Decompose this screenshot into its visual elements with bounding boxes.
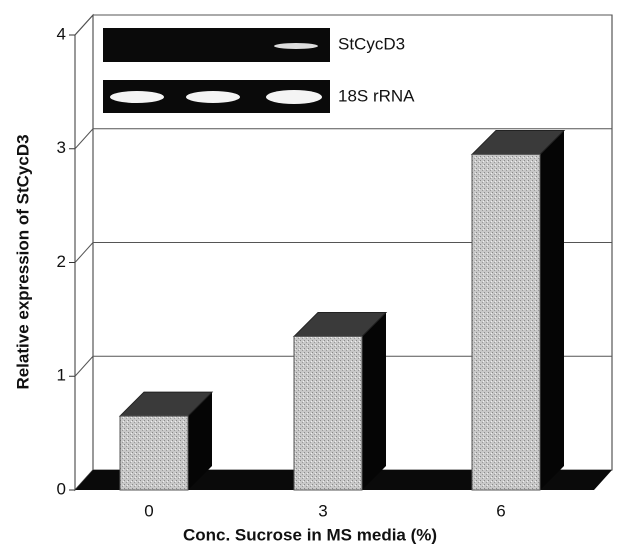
chart: StCycD3 18S rRNA Conc. Sucrose in MS med… (0, 0, 619, 546)
x-tick-label: 0 (144, 501, 153, 520)
gel-band (186, 91, 240, 103)
bar (120, 392, 212, 490)
inset-label: StCycD3 (338, 34, 405, 53)
x-axis-title: Conc. Sucrose in MS media (%) (183, 525, 437, 544)
gel-inset: StCycD3 18S rRNA (97, 19, 608, 123)
y-axis-title: Relative expression of StCycD3 (13, 134, 32, 389)
y-tick-label: 2 (57, 252, 66, 271)
bar (294, 312, 386, 490)
bar-front (472, 154, 540, 490)
y-tick-label: 1 (57, 366, 66, 385)
bar (472, 130, 564, 490)
gel-band (274, 43, 318, 49)
y-tick-label: 4 (57, 24, 66, 43)
y-tick-label: 0 (57, 479, 66, 498)
bar-side (540, 130, 564, 490)
gel-band (110, 91, 164, 103)
y-tick-label: 3 (57, 138, 66, 157)
x-tick-label: 6 (496, 501, 505, 520)
bar-front (294, 336, 362, 490)
bar-front (120, 416, 188, 490)
gel-band (266, 90, 322, 104)
x-tick-label: 3 (318, 501, 327, 520)
bar-side (362, 312, 386, 490)
inset-label: 18S rRNA (338, 86, 415, 105)
